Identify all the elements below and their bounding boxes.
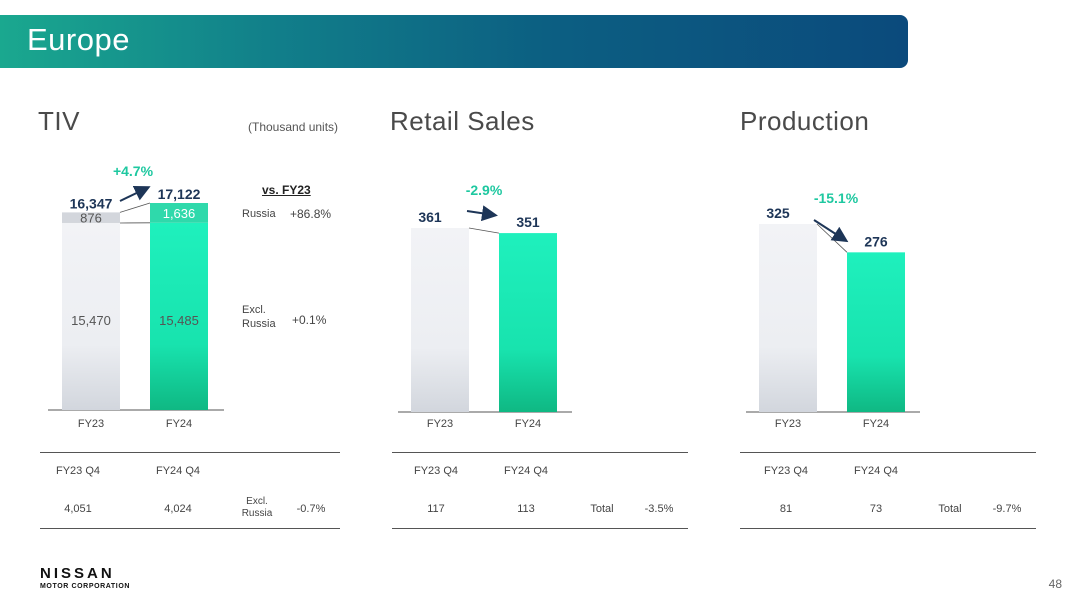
- retail-table-top-line: [392, 452, 688, 453]
- production-table-top-line: [740, 452, 1036, 453]
- tiv-change-label: +4.7%: [113, 163, 154, 179]
- retail-title: Retail Sales: [390, 106, 535, 136]
- logo-subtitle: MOTOR CORPORATION: [40, 583, 131, 590]
- tiv-bar-fy24-russia: [150, 203, 208, 223]
- retail-bar-fy23: [411, 228, 469, 412]
- retail-connector: [468, 227, 500, 234]
- retail-table-header-fy23q4: FY23 Q4: [413, 465, 459, 477]
- retail-table-value-fy23q4: 117: [427, 503, 445, 515]
- logo-wordmark: NISSAN: [40, 565, 115, 582]
- production-change-label: -15.1%: [814, 190, 859, 206]
- retail-table-bottom-line: [392, 528, 688, 529]
- tiv-table-header-fy24q4: FY24 Q4: [155, 465, 201, 477]
- production-table-change-label: Total: [938, 503, 962, 515]
- tiv-connector-total: [119, 202, 151, 213]
- retail-bar-fy24: [499, 233, 557, 412]
- tiv-bar-fy24-excl-russia: [150, 222, 208, 410]
- production-xtick-fy23: FY23: [775, 418, 801, 430]
- retail-value-fy23: 361: [418, 209, 442, 225]
- production-table-header-fy23q4: FY23 Q4: [763, 465, 809, 477]
- production-title: Production: [740, 106, 870, 136]
- retail-xtick-fy24: FY24: [515, 418, 541, 430]
- retail-table-change-value: -3.5%: [644, 503, 674, 515]
- tiv-label-fy23-russia: 876: [80, 211, 102, 226]
- tiv-table-bottom-line: [40, 528, 340, 529]
- production-value-fy23: 325: [766, 205, 790, 221]
- vs-russia-value: +86.8%: [290, 207, 332, 221]
- vs-excl-russia-value: +0.1%: [292, 313, 327, 327]
- tiv-table-header-fy23q4: FY23 Q4: [55, 465, 101, 477]
- tiv-total-fy23: 16,347: [70, 195, 113, 211]
- tiv-table-top-line: [40, 452, 340, 453]
- retail-xtick-fy23: FY23: [427, 418, 453, 430]
- tiv-table-value-fy24q4: 4,024: [164, 503, 192, 515]
- tiv-table-value-fy23q4: 4,051: [64, 503, 92, 515]
- nissan-logo: NISSAN MOTOR CORPORATION: [40, 565, 130, 590]
- unit-note: (Thousand units): [248, 120, 339, 134]
- production-bar-fy23: [759, 224, 817, 412]
- tiv-xtick-fy24: FY24: [166, 418, 192, 430]
- retail-value-fy24: 351: [516, 214, 540, 230]
- tiv-label-fy23-excl-russia: 15,470: [71, 313, 111, 328]
- tiv-label-fy24-russia: 1,636: [163, 206, 196, 221]
- tiv-label-fy24-excl-russia: 15,485: [159, 313, 199, 328]
- region-title: Europe: [27, 22, 130, 57]
- production-value-fy24: 276: [864, 233, 888, 249]
- tiv-xtick-fy23: FY23: [78, 418, 104, 430]
- tiv-change-arrow: [119, 185, 151, 202]
- tiv-total-fy24: 17,122: [158, 186, 201, 202]
- tiv-table-change-value: -0.7%: [296, 503, 326, 515]
- retail-table-change-label: Total: [590, 503, 614, 515]
- retail-table-value-fy24q4: 113: [517, 503, 535, 515]
- production-xtick-fy24: FY24: [863, 418, 889, 430]
- production-change-arrow: [813, 219, 849, 243]
- tiv-bar-fy23-russia: [62, 212, 120, 223]
- production-bar-fy24: [847, 252, 905, 412]
- retail-change-label: -2.9%: [466, 182, 503, 198]
- region-banner: Europe: [0, 15, 908, 68]
- tiv-table-change-label: Excl. Russia: [241, 496, 273, 519]
- production-table-value-fy23q4: 81: [779, 503, 793, 515]
- vs-fy23-heading: vs. FY23: [262, 183, 311, 197]
- production-table-bottom-line: [740, 528, 1036, 529]
- production-table-value-fy24q4: 73: [869, 503, 883, 515]
- production-table-change-value: -9.7%: [992, 503, 1022, 515]
- tiv-bar-fy23-excl-russia: [62, 222, 120, 410]
- retail-change-arrow: [466, 205, 498, 222]
- tiv-title: TIV: [38, 106, 80, 136]
- retail-table-header-fy24q4: FY24 Q4: [503, 465, 549, 477]
- page-number: 48: [1048, 577, 1062, 591]
- production-table-header-fy24q4: FY24 Q4: [853, 465, 899, 477]
- vs-russia-label: Russia: [242, 208, 276, 220]
- vs-excl-russia-label: Excl. Russia: [242, 304, 276, 330]
